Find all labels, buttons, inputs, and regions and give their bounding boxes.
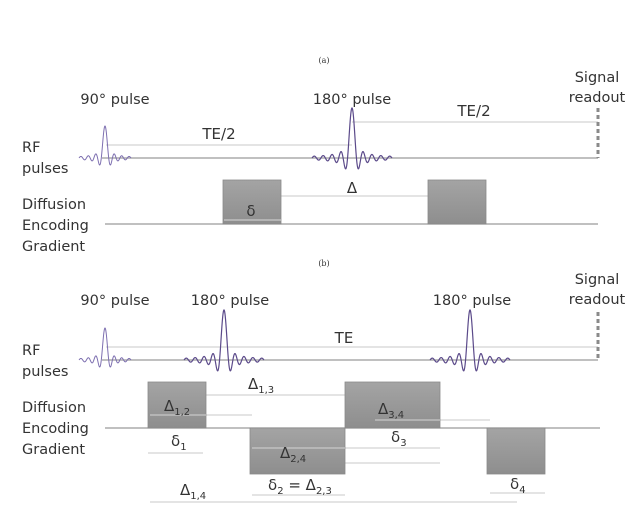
rf-pulse-180-b-first: [183, 309, 265, 372]
delta-14-base: Δ: [180, 481, 191, 499]
small-delta-1-base: δ: [171, 432, 180, 450]
gradient-block-b-1: [147, 381, 207, 429]
encoding-label-b: Encoding: [22, 421, 89, 437]
delta-12-base: Δ: [164, 397, 175, 415]
delta-24-sub: 2,4: [290, 454, 306, 465]
readout-label-a: readout: [569, 90, 626, 106]
rf-pulse-90-b: [78, 327, 132, 368]
rf-label-b: RF: [22, 343, 40, 359]
panel-a: (a) 90° pulse 180° pulse Signal readout …: [22, 56, 626, 255]
delta-23-sub: 2,3: [316, 486, 332, 497]
small-delta-4-sub: 4: [519, 485, 525, 496]
pulses-label-b: pulses: [22, 364, 68, 380]
small-delta-3-base: δ: [391, 428, 400, 446]
delta-34-sub: 3,4: [388, 410, 404, 421]
panel-b-tag: (b): [318, 259, 329, 268]
delta-13-base: Δ: [248, 375, 259, 393]
te-half-label-1: TE/2: [201, 125, 235, 143]
te-half-label-2: TE/2: [456, 102, 490, 120]
te-label-b: TE: [334, 329, 354, 347]
small-delta-2-sub: 2: [277, 486, 283, 497]
rf-pulse-180-b-second: [429, 309, 511, 372]
pulse-180-label-b-second: 180° pulse: [433, 293, 512, 309]
rf-label-a: RF: [22, 140, 40, 156]
encoding-label-a: Encoding: [22, 218, 89, 234]
gradient-block-a-1: [222, 179, 282, 225]
readout-label-b: readout: [569, 292, 626, 308]
small-delta-2-eq: =: [284, 476, 306, 494]
pulse-90-label-b: 90° pulse: [80, 293, 149, 309]
gradient-block-a-2: [427, 179, 487, 225]
gradient-block-b-2: [249, 427, 346, 475]
panel-b: (b) 90° pulse 180° pulse: [22, 259, 626, 503]
delta-34-base: Δ: [378, 400, 389, 418]
diffusion-label-a: Diffusion: [22, 197, 86, 213]
small-delta-3-sub: 3: [400, 438, 406, 449]
delta-14-label: Δ1,4: [180, 481, 206, 502]
delta-14-sub: 1,4: [190, 491, 206, 502]
signal-label-a: Signal: [575, 70, 620, 86]
delta-24-label: Δ2,4: [280, 444, 306, 465]
pulse-90-label-a: 90° pulse: [80, 92, 149, 108]
panel-a-tag: (a): [318, 56, 329, 65]
gradient-block-b-4: [486, 427, 546, 475]
rf-pulse-90-a: [78, 125, 132, 166]
small-delta-2-label: δ2 = Δ2,3: [268, 476, 332, 497]
delta-34-label: Δ3,4: [378, 400, 404, 421]
small-delta-label-a: δ: [246, 202, 255, 220]
small-delta-4-label: δ4: [510, 475, 526, 496]
pulses-label-a: pulses: [22, 161, 68, 177]
small-delta-3-label: δ3: [391, 428, 407, 449]
diffusion-label-b: Diffusion: [22, 400, 86, 416]
small-delta-1-sub: 1: [180, 442, 186, 453]
signal-label-b: Signal: [575, 272, 620, 288]
small-delta-1-label: δ1: [171, 432, 187, 453]
delta-label-a: Δ: [347, 179, 358, 197]
rf-pulse-180-a: [311, 107, 393, 170]
delta-13-sub: 1,3: [258, 385, 274, 396]
delta-23-base: Δ: [306, 476, 317, 494]
small-delta-2-base: δ: [268, 476, 277, 494]
pulse-180-label-a: 180° pulse: [313, 92, 392, 108]
delta-24-base: Δ: [280, 444, 291, 462]
pulse-180-label-b-first: 180° pulse: [191, 293, 270, 309]
delta-12-sub: 1,2: [174, 407, 190, 418]
delta-12-label: Δ1,2: [164, 397, 190, 418]
gradient-label-a: Gradient: [22, 239, 85, 255]
delta-13-label: Δ1,3: [248, 375, 274, 396]
gradient-block-b-3: [344, 381, 441, 429]
gradient-label-b: Gradient: [22, 442, 85, 458]
small-delta-4-base: δ: [510, 475, 519, 493]
